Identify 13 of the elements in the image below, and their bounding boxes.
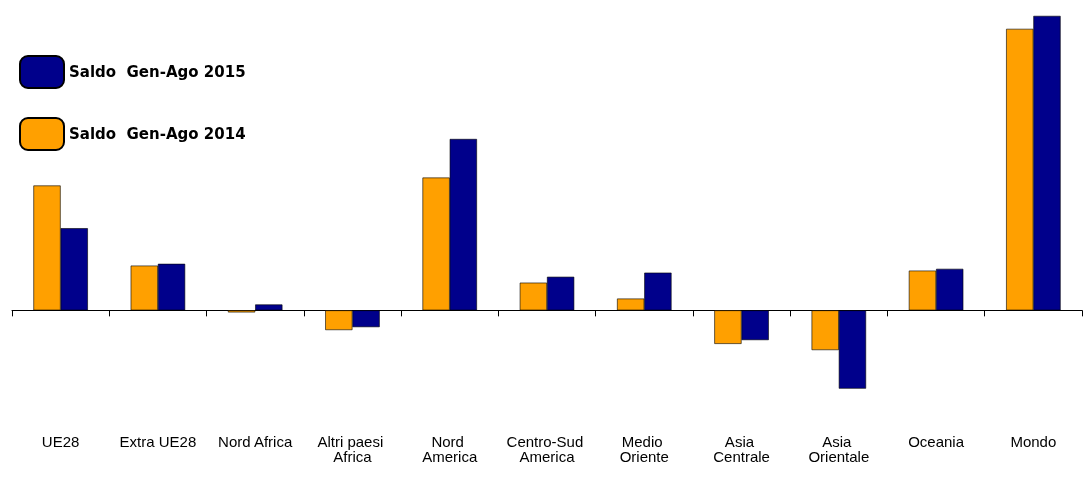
legend-label: Saldo Gen-Ago 2015 xyxy=(69,63,246,81)
x-tick-label: Medio Oriente xyxy=(619,433,669,465)
legend-label: Saldo Gen-Ago 2014 xyxy=(69,125,246,143)
x-tick-label: UE28 xyxy=(41,433,80,450)
x-tick-label: Extra UE28 xyxy=(119,433,197,450)
x-tick-label: Asia Centrale xyxy=(713,433,770,465)
x-tick-label: Centro-Sud America xyxy=(506,433,588,465)
x-tick-label: Nord Africa xyxy=(218,433,293,450)
x-tick-label: Altri paesi Africa xyxy=(317,433,388,465)
x-tick-label: Oceania xyxy=(908,433,965,450)
x-tick-label: Asia Orientale xyxy=(808,433,870,465)
x-tick-label: Mondo xyxy=(1010,433,1057,450)
x-tick-label: Nord America xyxy=(422,433,478,465)
